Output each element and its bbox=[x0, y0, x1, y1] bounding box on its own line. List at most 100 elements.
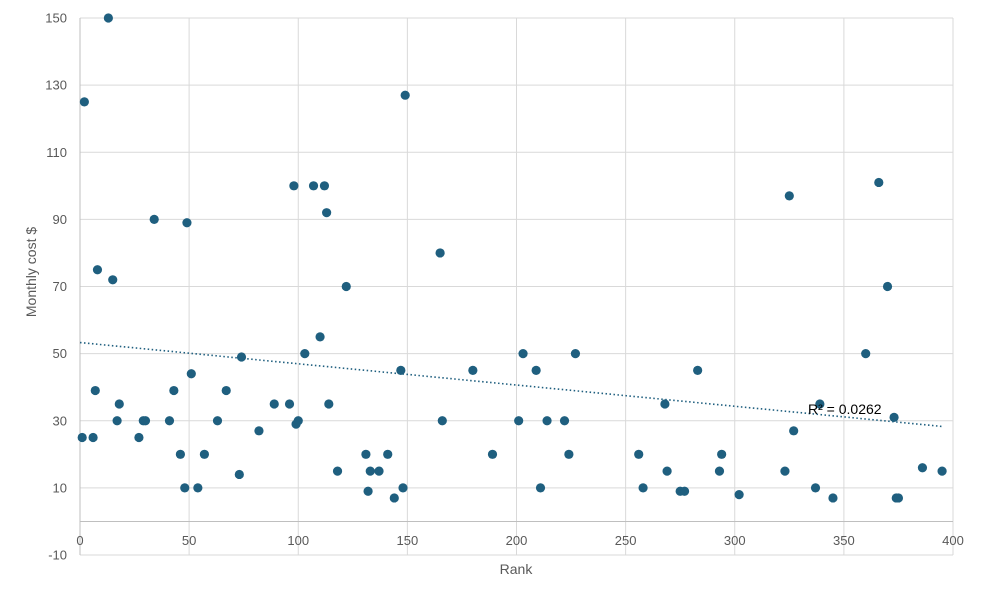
data-point bbox=[180, 483, 190, 493]
y-tick-label: 150 bbox=[45, 11, 67, 26]
y-tick-label: 70 bbox=[53, 279, 67, 294]
data-point bbox=[542, 416, 552, 426]
data-point bbox=[662, 466, 672, 476]
x-tick-label: 300 bbox=[724, 533, 746, 548]
data-point bbox=[398, 483, 408, 493]
data-point bbox=[324, 399, 334, 409]
data-point bbox=[212, 416, 223, 426]
data-point bbox=[693, 365, 703, 376]
data-point bbox=[874, 177, 884, 188]
data-point bbox=[234, 469, 244, 480]
data-point bbox=[889, 412, 899, 422]
data-point bbox=[164, 416, 175, 426]
data-point bbox=[293, 416, 303, 426]
data-point bbox=[514, 416, 524, 426]
data-point bbox=[789, 426, 799, 436]
data-point bbox=[468, 365, 478, 376]
data-point bbox=[634, 449, 644, 459]
tick-labels: -10 10 30 50 70 90 110 130 150 0 50 100 150 200 250 300… bbox=[45, 11, 964, 563]
data-point bbox=[487, 449, 498, 459]
x-tick-label: 400 bbox=[942, 533, 964, 548]
trendline-group bbox=[79, 341, 943, 428]
y-tick-label: 30 bbox=[53, 413, 67, 428]
data-point bbox=[199, 449, 210, 459]
gridlines bbox=[80, 17, 954, 556]
data-point bbox=[535, 483, 546, 493]
x-axis-title: Rank bbox=[500, 561, 534, 577]
y-axis-title: Monthly cost $ bbox=[23, 227, 39, 317]
data-point bbox=[810, 483, 821, 493]
data-point bbox=[319, 181, 330, 191]
data-point bbox=[734, 489, 744, 500]
data-point bbox=[90, 385, 100, 396]
data-point bbox=[389, 493, 399, 503]
data-point bbox=[269, 399, 279, 409]
data-point bbox=[638, 483, 648, 493]
data-point bbox=[149, 214, 159, 224]
data-point bbox=[254, 426, 264, 436]
y-tick-label: 50 bbox=[53, 346, 67, 361]
y-tick-label: 10 bbox=[53, 480, 67, 495]
r-squared-label: R² = 0.0262 bbox=[808, 401, 882, 417]
x-tick-label: 50 bbox=[182, 533, 196, 548]
data-point bbox=[518, 349, 528, 359]
data-point bbox=[531, 365, 541, 376]
data-point bbox=[341, 281, 351, 292]
data-point bbox=[315, 332, 325, 342]
data-point bbox=[383, 449, 393, 459]
x-tick-label: 100 bbox=[287, 533, 309, 548]
data-point bbox=[660, 399, 670, 409]
data-point bbox=[186, 369, 196, 379]
data-point bbox=[79, 97, 89, 107]
data-point bbox=[435, 248, 445, 258]
data-point bbox=[570, 349, 581, 359]
data-point bbox=[882, 281, 893, 292]
data-point bbox=[780, 466, 790, 476]
data-point bbox=[140, 416, 151, 426]
y-tick-label: 110 bbox=[46, 145, 67, 160]
data-point bbox=[679, 486, 690, 496]
data-point bbox=[396, 365, 406, 376]
data-point bbox=[221, 385, 231, 396]
data-point bbox=[322, 208, 332, 218]
data-point bbox=[361, 449, 371, 459]
data-point bbox=[937, 466, 947, 476]
data-point bbox=[917, 463, 928, 473]
y-tick-label: 90 bbox=[53, 212, 67, 227]
y-tick-label: 130 bbox=[45, 78, 67, 93]
axes bbox=[79, 18, 953, 555]
data-point bbox=[400, 90, 410, 100]
data-point bbox=[108, 275, 118, 285]
data-point bbox=[134, 432, 144, 443]
data-point bbox=[236, 352, 247, 362]
y-tick-label: -10 bbox=[48, 548, 67, 563]
data-point bbox=[103, 13, 113, 23]
data-point bbox=[300, 349, 310, 359]
data-point bbox=[77, 432, 87, 443]
data-point bbox=[437, 416, 447, 426]
data-points bbox=[77, 13, 947, 503]
data-point bbox=[363, 486, 373, 496]
data-point bbox=[893, 493, 904, 503]
data-point bbox=[182, 218, 192, 228]
data-point bbox=[784, 191, 794, 201]
data-point bbox=[92, 265, 103, 275]
data-point bbox=[815, 399, 825, 409]
x-tick-label: 250 bbox=[615, 533, 637, 548]
data-point bbox=[284, 399, 295, 409]
data-point bbox=[564, 449, 574, 459]
data-point bbox=[112, 416, 122, 426]
data-point bbox=[308, 181, 319, 191]
data-point bbox=[332, 466, 343, 476]
data-point bbox=[559, 416, 570, 426]
data-point bbox=[861, 349, 871, 359]
data-point bbox=[169, 385, 179, 396]
x-tick-label: 200 bbox=[506, 533, 528, 548]
data-point bbox=[714, 466, 725, 476]
x-tick-label: 150 bbox=[397, 533, 419, 548]
data-point bbox=[828, 493, 838, 503]
data-point bbox=[717, 449, 727, 459]
data-point bbox=[175, 449, 185, 459]
data-point bbox=[374, 466, 384, 476]
